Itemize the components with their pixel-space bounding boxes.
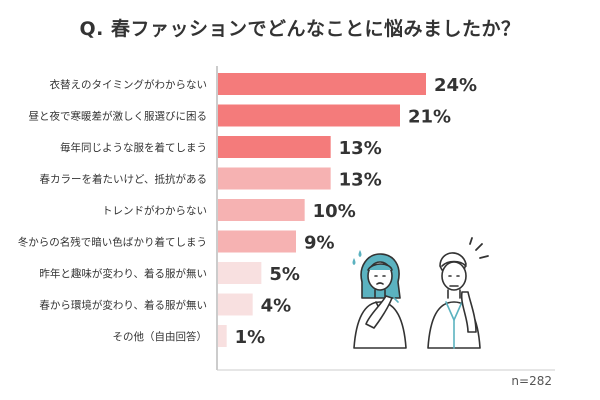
man-figure (427, 252, 481, 349)
woman-figure (353, 253, 407, 349)
bar (218, 262, 262, 284)
bar (218, 199, 305, 221)
bar (218, 230, 296, 253)
bar (218, 73, 426, 95)
category-label: 昨年と趣味が変わり、着る服が無い (39, 267, 207, 280)
category-label: 春から環境が変わり、着る服が無い (39, 299, 207, 312)
value-label: 1% (235, 327, 266, 348)
value-label: 13% (339, 170, 382, 191)
worried-people-illustration (352, 237, 489, 349)
category-label: 春カラーを着たいけど、抵抗がある (40, 173, 207, 186)
worry-lines-icon (469, 237, 489, 259)
bar (218, 104, 400, 127)
value-label: 9% (304, 233, 335, 254)
sample-size-note: n=282 (511, 374, 552, 388)
category-label: 衣替えのタイミングがわからない (50, 78, 208, 91)
category-label: 毎年同じような服を着てしまう (60, 141, 207, 154)
sweat-drops-icon (352, 250, 362, 265)
category-label: その他（自由回答） (113, 330, 208, 343)
bar (218, 136, 331, 158)
chart-title: Q. 春ファッションでどんなことに悩みましたか？ (79, 18, 521, 40)
value-label: 4% (261, 296, 292, 317)
value-label: 5% (269, 264, 300, 285)
value-label: 21% (408, 107, 451, 128)
value-label: 24% (434, 75, 477, 96)
bar (218, 167, 331, 190)
category-label: 冬からの名残で暗い色ばかり着てしまう (18, 236, 207, 249)
value-label: 13% (339, 138, 382, 159)
bar (218, 325, 227, 347)
category-label: 昼と夜で寒暖差が激しく服選びに困る (29, 110, 208, 123)
value-label: 10% (313, 201, 356, 222)
bar (218, 293, 253, 316)
category-label: トレンドがわからない (102, 204, 207, 217)
